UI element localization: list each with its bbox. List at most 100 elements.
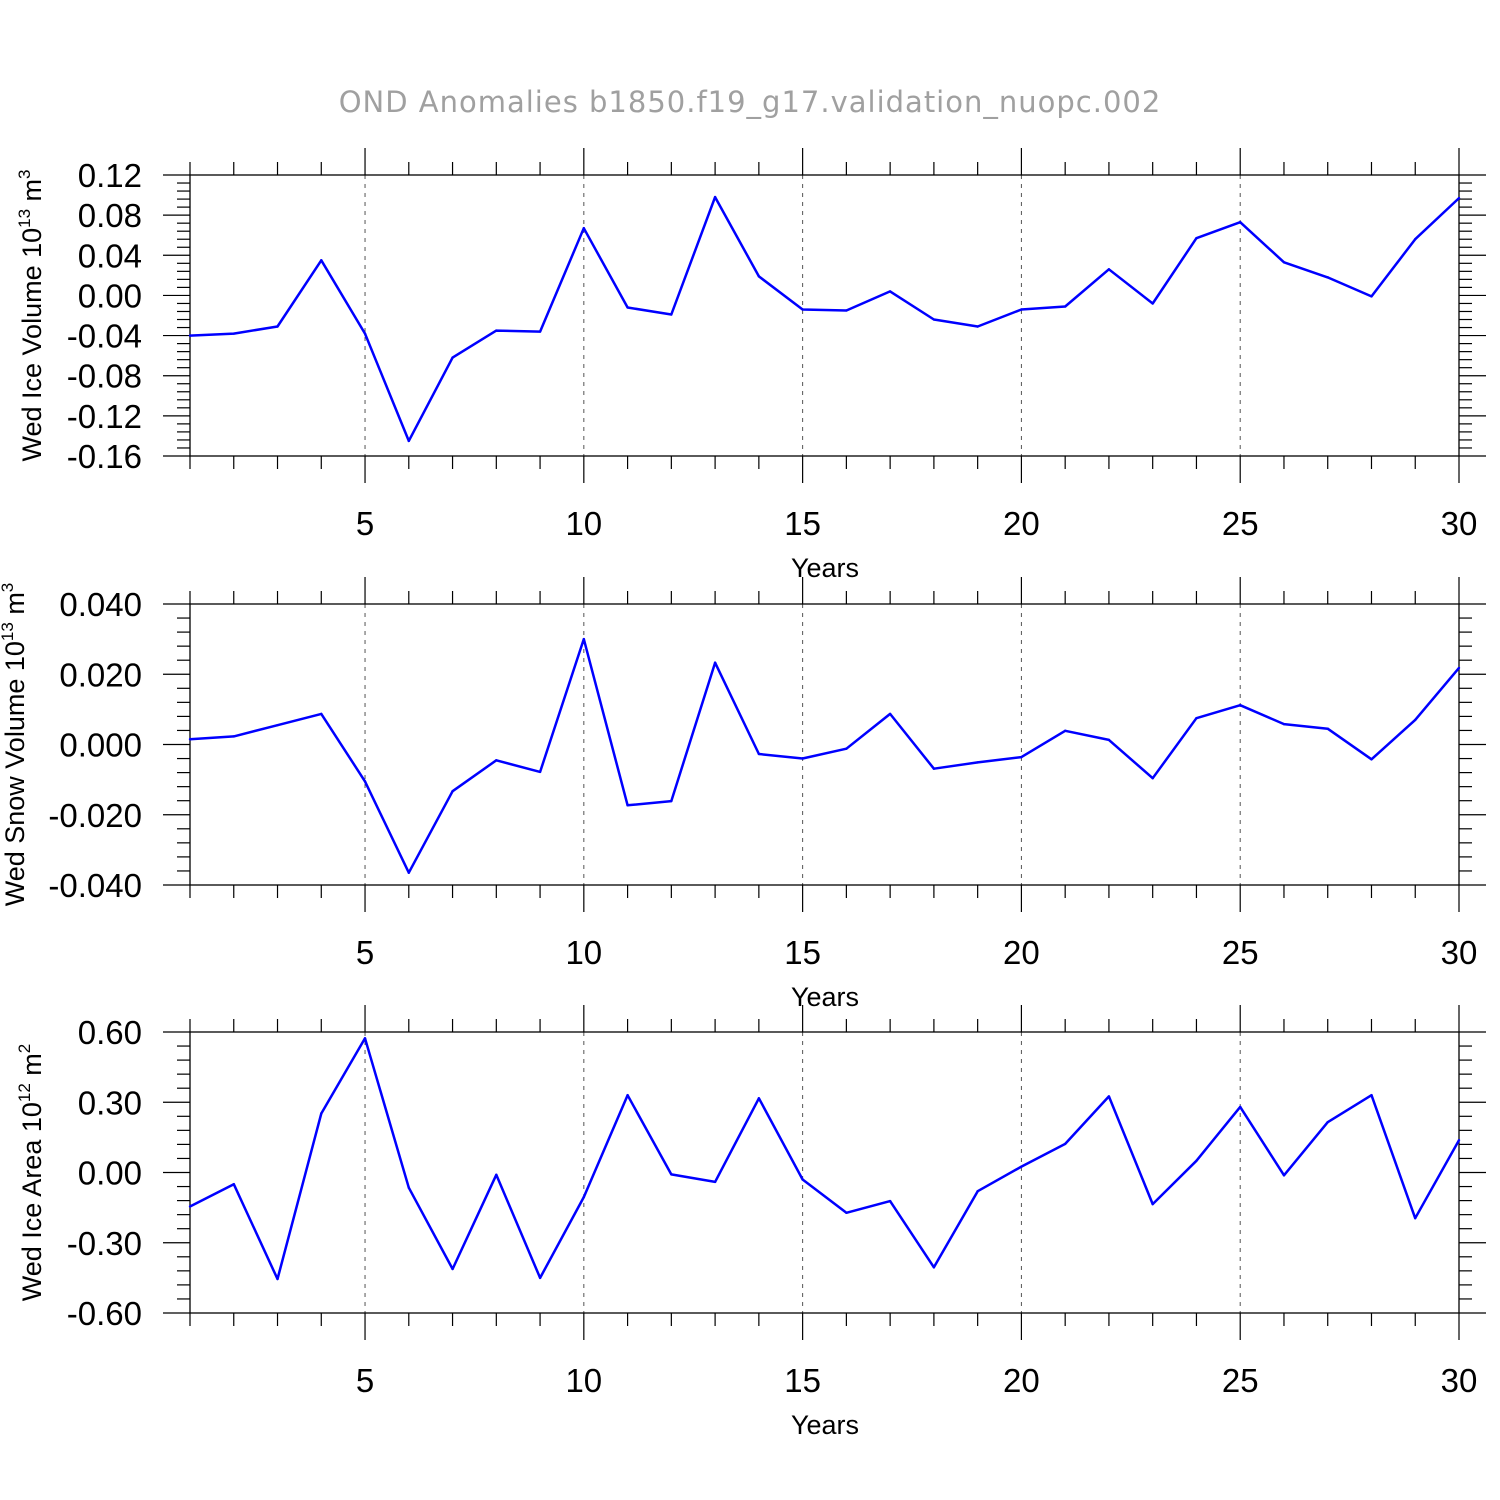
series-line <box>189 195 1460 443</box>
data-point <box>232 332 235 335</box>
data-point <box>538 330 542 333</box>
y-tick-label: 0.000 <box>59 727 142 764</box>
y-tick-label: 0.040 <box>59 586 142 623</box>
y-tick-label: -0.30 <box>67 1225 142 1262</box>
panel-ice-area: -0.60 -0.30 0.00 0.30 0.60 5 10 15 20 25 30 Years We… <box>15 1005 1486 1440</box>
y-axis-label-superscript: 2 <box>15 1044 34 1053</box>
y-tick-label: 0.08 <box>78 197 142 234</box>
y-axis-label: Wed Snow Volume 1013 m3 <box>0 583 30 907</box>
data-point <box>276 723 279 727</box>
data-point <box>1239 1105 1242 1109</box>
data-point <box>1282 261 1286 264</box>
x-tick-label: 5 <box>356 934 374 971</box>
y-tick-label: 0.020 <box>59 656 142 693</box>
data-point <box>363 332 367 335</box>
data-point <box>670 1173 673 1176</box>
data-point <box>713 1180 717 1184</box>
panel-snow-volume: -0.040 -0.020 0.000 0.020 0.040 5 10 15 20 25 30 Ye… <box>0 577 1486 1012</box>
y-tick-label: -0.12 <box>67 398 142 435</box>
data-point <box>276 1277 279 1281</box>
x-tick-label: 5 <box>356 1362 374 1399</box>
series-line <box>189 637 1460 874</box>
data-point <box>976 325 979 328</box>
x-axis-label: Years <box>791 1410 859 1440</box>
data-point <box>713 661 717 664</box>
data-point <box>407 871 410 874</box>
panel-ice-volume: -0.16-0.12-0.08-0.04 0.000.040.080.12 5 10 1… <box>15 148 1486 583</box>
data-point <box>1414 718 1417 722</box>
data-point <box>626 804 629 807</box>
data-point <box>1239 220 1242 224</box>
x-tick-label: 15 <box>784 505 821 542</box>
page-title: OND Anomalies b1850.f19_g17.validation_n… <box>339 85 1162 119</box>
data-point <box>407 1186 410 1189</box>
data-point <box>1151 777 1154 780</box>
y-tick-label: -0.08 <box>67 358 142 395</box>
data-point <box>582 226 586 230</box>
y-tick-label: -0.040 <box>48 867 142 904</box>
x-tick-label: 5 <box>356 505 374 542</box>
x-tick-label: 25 <box>1222 934 1259 971</box>
data-point <box>1457 1138 1461 1142</box>
y-axis-label-superscript: 13 <box>0 622 17 641</box>
data-point <box>188 738 192 741</box>
data-point <box>626 306 629 309</box>
data-point <box>1151 302 1154 305</box>
data-point <box>363 780 367 783</box>
data-point <box>1326 1120 1329 1124</box>
y-axis-label-text: Wed Ice Area 10 <box>17 1102 47 1301</box>
y-axis-label-superscript: 3 <box>15 169 34 178</box>
data-point <box>932 767 936 770</box>
data-point <box>320 712 323 716</box>
data-point <box>276 325 279 328</box>
data-point <box>1282 1174 1286 1177</box>
data-point <box>1063 305 1067 308</box>
data-point <box>976 761 979 764</box>
data-point <box>1020 755 1023 759</box>
x-axis-label: Years <box>791 553 859 583</box>
data-point <box>1063 1142 1067 1146</box>
data-point <box>1282 722 1286 726</box>
data-point <box>801 757 804 760</box>
data-point <box>320 259 323 262</box>
data-point <box>320 1112 323 1115</box>
plot-frame <box>189 1031 1460 1314</box>
y-axis-label-text: m <box>0 592 30 622</box>
y-tick-label: -0.020 <box>48 797 142 834</box>
data-point <box>976 1190 979 1193</box>
y-tick-label: 0.30 <box>78 1084 142 1121</box>
data-point <box>1063 729 1067 733</box>
data-point <box>407 439 410 443</box>
data-point <box>232 1183 235 1186</box>
x-tick-label: 20 <box>1003 505 1040 542</box>
x-tick-label: 30 <box>1441 505 1478 542</box>
data-point <box>1020 1165 1023 1168</box>
data-point <box>1370 758 1373 761</box>
y-axis-label-text: m <box>17 179 47 209</box>
data-point <box>888 290 892 293</box>
data-point <box>582 1195 586 1199</box>
x-tick-label: 10 <box>565 505 602 542</box>
data-point <box>670 799 673 803</box>
x-tick-label: 25 <box>1222 505 1259 542</box>
y-axis-label-superscript: 3 <box>0 583 17 592</box>
data-point <box>1195 237 1198 240</box>
data-point <box>757 275 761 278</box>
data-point <box>1414 1216 1417 1220</box>
y-axis-label: Wed Ice Volume 1013 m3 <box>15 169 47 461</box>
data-point <box>932 1266 936 1269</box>
data-point <box>670 313 673 316</box>
x-tick-label: 10 <box>565 934 602 971</box>
data-point <box>1414 238 1417 241</box>
y-tick-label: 0.00 <box>78 277 142 314</box>
data-point <box>757 752 761 756</box>
data-point <box>1370 295 1373 298</box>
x-tick-label: 20 <box>1003 934 1040 971</box>
data-point <box>495 759 498 762</box>
data-point <box>845 309 848 312</box>
data-point <box>188 1205 192 1208</box>
data-point <box>1020 308 1023 311</box>
data-point <box>1195 1159 1198 1162</box>
data-point <box>1107 1095 1111 1098</box>
